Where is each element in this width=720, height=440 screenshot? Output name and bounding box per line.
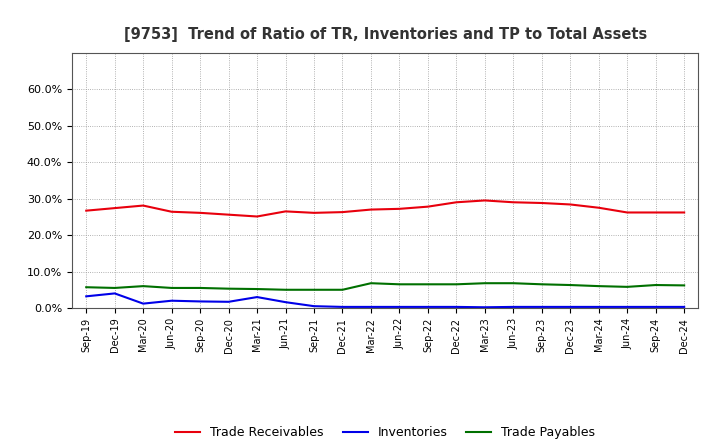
Inventories: [310, 304, 318, 309]
Trade Receivables: [196, 210, 204, 216]
Trade Receivables: [537, 200, 546, 205]
Inventories: [509, 304, 518, 310]
Trade Receivables: [282, 209, 290, 214]
Trade Receivables: [395, 206, 404, 212]
Trade Receivables: [423, 204, 432, 209]
Inventories: [623, 304, 631, 310]
Inventories: [225, 299, 233, 304]
Inventories: [110, 291, 119, 296]
Inventories: [595, 304, 603, 310]
Trade Receivables: [338, 209, 347, 215]
Trade Payables: [338, 287, 347, 293]
Trade Receivables: [595, 205, 603, 210]
Trade Receivables: [680, 210, 688, 215]
Trade Receivables: [509, 200, 518, 205]
Trade Payables: [623, 284, 631, 290]
Inventories: [196, 299, 204, 304]
Line: Inventories: Inventories: [86, 293, 684, 307]
Trade Receivables: [366, 207, 375, 212]
Trade Payables: [423, 282, 432, 287]
Trade Payables: [82, 285, 91, 290]
Trade Receivables: [623, 210, 631, 215]
Inventories: [423, 304, 432, 310]
Trade Payables: [366, 281, 375, 286]
Trade Payables: [139, 283, 148, 289]
Trade Payables: [395, 282, 404, 287]
Trade Receivables: [310, 210, 318, 216]
Trade Receivables: [452, 200, 461, 205]
Inventories: [282, 300, 290, 305]
Inventories: [82, 293, 91, 299]
Inventories: [452, 304, 461, 310]
Trade Payables: [452, 282, 461, 287]
Trade Receivables: [480, 198, 489, 203]
Inventories: [652, 304, 660, 310]
Trade Payables: [225, 286, 233, 291]
Title: [9753]  Trend of Ratio of TR, Inventories and TP to Total Assets: [9753] Trend of Ratio of TR, Inventories…: [124, 27, 647, 42]
Trade Payables: [310, 287, 318, 293]
Trade Payables: [680, 283, 688, 288]
Legend: Trade Receivables, Inventories, Trade Payables: Trade Receivables, Inventories, Trade Pa…: [170, 422, 600, 440]
Inventories: [167, 298, 176, 303]
Inventories: [480, 304, 489, 310]
Trade Payables: [196, 285, 204, 290]
Inventories: [537, 304, 546, 310]
Trade Payables: [110, 285, 119, 290]
Trade Receivables: [566, 202, 575, 207]
Trade Payables: [595, 283, 603, 289]
Inventories: [253, 294, 261, 300]
Trade Payables: [480, 281, 489, 286]
Trade Payables: [537, 282, 546, 287]
Trade Receivables: [652, 210, 660, 215]
Inventories: [395, 304, 404, 310]
Trade Receivables: [82, 208, 91, 213]
Inventories: [338, 304, 347, 310]
Inventories: [366, 304, 375, 310]
Trade Payables: [167, 285, 176, 290]
Trade Payables: [652, 282, 660, 288]
Inventories: [680, 304, 688, 310]
Trade Receivables: [167, 209, 176, 214]
Trade Receivables: [110, 205, 119, 211]
Inventories: [566, 304, 575, 310]
Inventories: [139, 301, 148, 306]
Trade Receivables: [139, 203, 148, 208]
Line: Trade Receivables: Trade Receivables: [86, 201, 684, 216]
Trade Payables: [253, 286, 261, 292]
Trade Receivables: [253, 214, 261, 219]
Trade Receivables: [225, 212, 233, 217]
Trade Payables: [566, 282, 575, 288]
Trade Payables: [282, 287, 290, 293]
Trade Payables: [509, 281, 518, 286]
Line: Trade Payables: Trade Payables: [86, 283, 684, 290]
